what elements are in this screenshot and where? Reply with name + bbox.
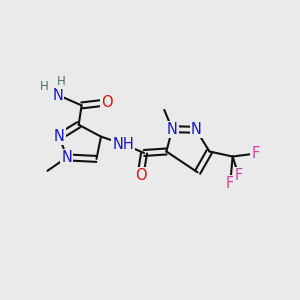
Text: H: H xyxy=(56,75,65,88)
Text: NH: NH xyxy=(112,136,134,152)
Text: O: O xyxy=(101,95,113,110)
Text: H: H xyxy=(40,80,49,93)
Text: F: F xyxy=(234,168,243,183)
Text: N: N xyxy=(190,122,202,137)
Text: F: F xyxy=(226,176,234,191)
Text: F: F xyxy=(251,146,260,161)
Text: N: N xyxy=(54,129,65,144)
Text: O: O xyxy=(135,168,146,183)
Text: N: N xyxy=(52,88,63,103)
Text: N: N xyxy=(61,150,72,165)
Text: N: N xyxy=(167,122,178,137)
